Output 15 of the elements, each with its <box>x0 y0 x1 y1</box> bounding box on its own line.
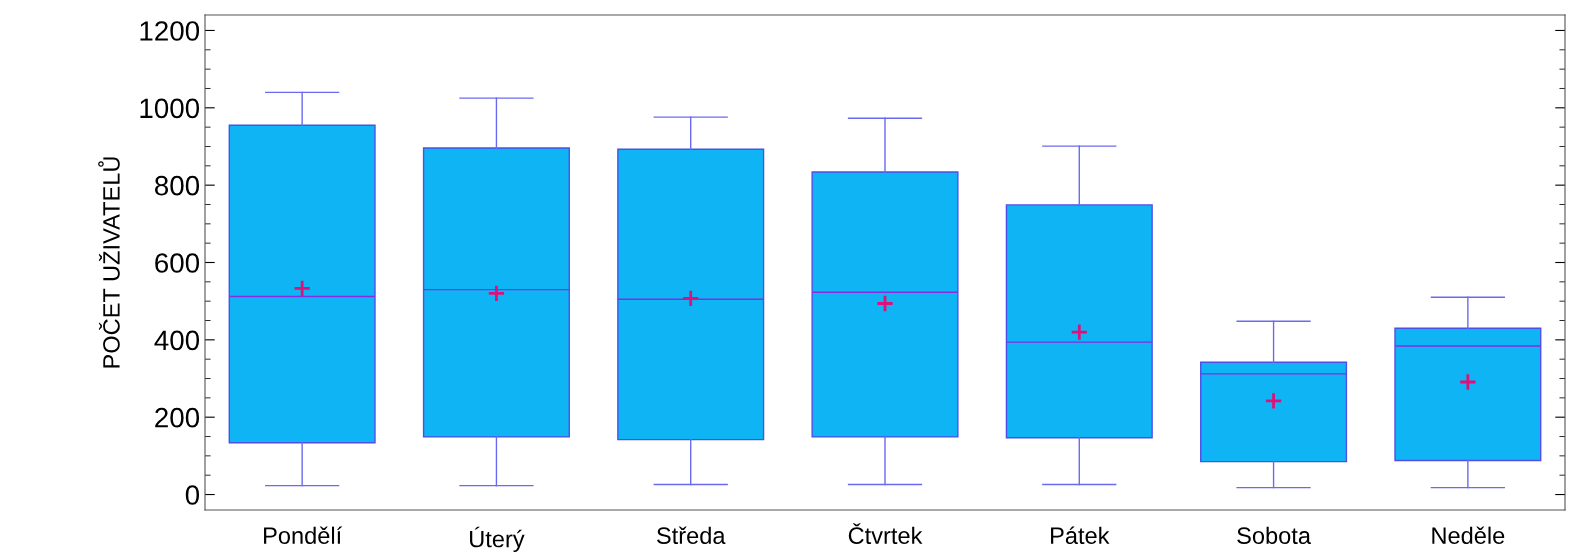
x-tick-label: Neděle <box>1432 526 1505 545</box>
y-tick-label: 800 <box>155 175 200 196</box>
y-tick-label: 0 <box>185 485 200 505</box>
x-tick-label: Středa <box>657 526 726 545</box>
y-tick-label: 1000 <box>140 98 200 119</box>
x-tick-label: Sobota <box>1237 526 1311 545</box>
x-tick-label: Úterý <box>470 526 525 553</box>
y-tick-label: 400 <box>154 330 200 351</box>
y-tick-label: 200 <box>155 407 200 428</box>
y-tick-label: 600 <box>155 253 200 273</box>
y-tick-label: 1200 <box>140 21 200 41</box>
y-axis-title: POČET UŽIVATELŮ <box>98 157 120 368</box>
x-tick-label: Pátek <box>1051 526 1110 545</box>
x-tick-label: Čtvrtek <box>848 523 923 545</box>
x-tick-label: Pondělí <box>264 526 343 545</box>
